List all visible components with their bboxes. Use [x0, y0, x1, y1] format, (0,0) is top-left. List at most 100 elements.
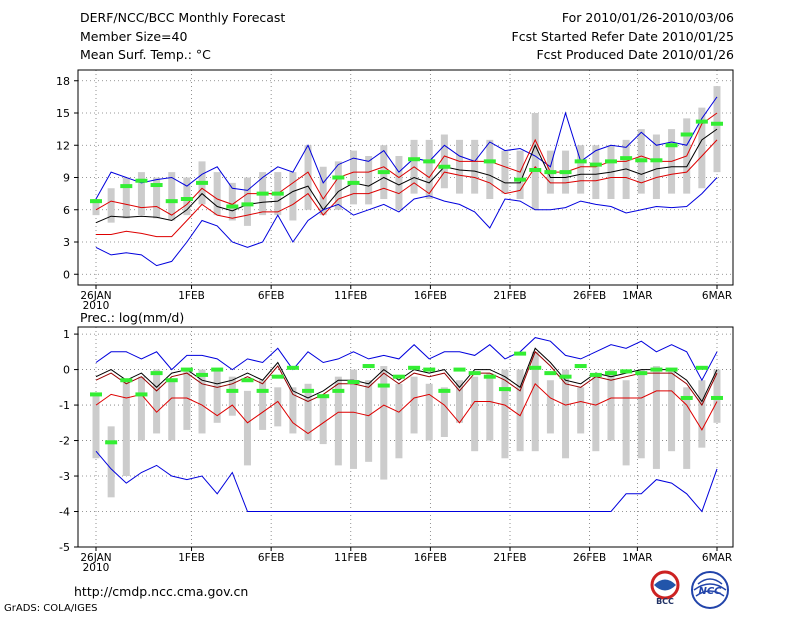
temp-range-bar	[137, 172, 145, 216]
temp-range-bar	[440, 134, 448, 189]
prec-xtick-label: 1MAR	[622, 552, 652, 564]
temp-range-bar	[107, 188, 115, 223]
prec-observed-marker	[196, 372, 209, 377]
temp-observed-marker	[620, 156, 633, 161]
chart-title: DERF/NCC/BCC Monthly Forecast	[80, 10, 286, 25]
prec-observed-marker	[165, 378, 178, 383]
prec-range-bar	[365, 380, 373, 462]
prec-observed-marker	[438, 388, 451, 393]
temp-xtick-label: 11FEB	[334, 290, 367, 302]
prec-observed-marker	[574, 364, 587, 369]
prec-range-bar	[531, 351, 539, 452]
temp-range-bar	[531, 113, 539, 210]
prec-range-bar	[562, 369, 570, 459]
temp-range-bar	[425, 139, 433, 199]
prec-xtick-label: 26JAN	[80, 552, 111, 564]
prec-observed-marker	[650, 367, 663, 372]
prec-ytick-label: 0	[63, 364, 70, 377]
temp-observed-marker	[438, 164, 451, 169]
temp-observed-marker	[90, 199, 102, 204]
temp-range-bar	[153, 177, 161, 219]
prec-range-bar	[259, 380, 267, 430]
prec-range-bar	[153, 369, 161, 434]
prec-observed-marker	[711, 395, 723, 400]
prec-observed-marker	[408, 365, 421, 370]
prec-observed-marker	[302, 388, 315, 393]
prec-observed-marker	[211, 367, 224, 372]
prec-observed-marker	[332, 388, 345, 393]
source-url[interactable]: http://cmdp.ncc.cma.gov.cn	[74, 584, 249, 599]
temp-observed-marker	[256, 191, 269, 196]
prec-frame	[77, 326, 734, 548]
temp-observed-marker	[665, 143, 678, 148]
temp-lower-line	[96, 139, 718, 238]
temp-observed-marker	[483, 159, 496, 164]
prec-range-bar	[516, 369, 524, 452]
temp-observed-marker	[680, 132, 693, 137]
temp-observed-marker	[165, 199, 178, 204]
temp-observed-marker	[635, 158, 648, 163]
temp-observed-marker	[180, 197, 193, 201]
temp-observed-marker	[711, 121, 723, 126]
temp-range-bar	[516, 150, 524, 199]
temp-observed-marker	[514, 177, 527, 182]
temp-range-bar	[698, 107, 706, 189]
temp-observed-marker	[377, 170, 390, 175]
forecast-period: For 2010/01/26-2010/03/06	[561, 10, 734, 25]
prec-range-bar	[425, 383, 433, 441]
temp-observed-marker	[150, 183, 163, 188]
prec-range-bar	[380, 366, 388, 480]
prec-xtick-label: 26FEB	[573, 552, 606, 564]
temp-observed-marker	[574, 159, 587, 164]
prec-range-bar	[456, 380, 464, 423]
prec-xtick-label: 16FEB	[414, 552, 447, 564]
prec-observed-marker	[620, 369, 633, 374]
prec-observed-marker	[180, 367, 193, 372]
prec-observed-marker	[105, 440, 118, 445]
prec-range-bar	[486, 373, 494, 441]
prec-lower-line	[95, 382, 718, 435]
prec-xtick-label: 6MAR	[702, 552, 732, 564]
forecast-produced-date: Fcst Produced Date 2010/01/26	[536, 47, 734, 62]
temp-xtick-label: 6FEB	[258, 290, 285, 302]
prec-observed-marker	[423, 367, 436, 372]
prec-range-bar	[683, 387, 691, 469]
prec-observed-marker	[271, 374, 284, 379]
prec-observed-marker	[604, 371, 617, 376]
prec-observed-marker	[680, 395, 693, 400]
prec-ytick-label: -1	[59, 399, 70, 412]
temp-observed-marker	[589, 162, 602, 167]
temp-ytick-label: 0	[63, 268, 70, 281]
temp-range-bar	[486, 139, 494, 199]
temp-range-bar	[334, 161, 342, 210]
prec-range-bar	[183, 369, 191, 430]
temp-xtick-year: 2010	[83, 300, 110, 312]
prec-observed-marker	[514, 351, 527, 356]
prec-range-bar	[304, 383, 312, 441]
prec-xtick-label: 11FEB	[334, 552, 367, 564]
prec-observed-marker	[589, 372, 602, 377]
prec-observed-marker	[241, 378, 254, 383]
temp-range-bar	[471, 139, 479, 194]
temp-ytick-label: 12	[56, 139, 70, 152]
temp-range-bar	[652, 134, 660, 199]
prec-observed-marker	[150, 371, 163, 376]
temp-range-bar	[92, 199, 100, 216]
prec-range-bar	[592, 376, 600, 452]
prec-ytick-label: 1	[63, 328, 70, 341]
prec-range-bar	[319, 394, 327, 445]
prec-range-bar	[349, 369, 357, 469]
precipitation-panel-title: Prec.: log(mm/d)	[80, 310, 185, 325]
prec-observed-marker	[559, 374, 572, 379]
temp-xtick-label: 6MAR	[702, 290, 732, 302]
prec-range-bar	[168, 380, 176, 441]
prec-observed-marker	[468, 371, 481, 376]
prec-upper-line	[95, 347, 718, 403]
temp-range-bar	[456, 139, 464, 194]
bcc-logo-swirl	[654, 579, 676, 591]
temp-ytick-label: 6	[63, 204, 70, 217]
prec-observed-marker	[665, 367, 678, 372]
prec-ytick-label: -4	[59, 506, 70, 519]
prec-ytick-label: -3	[59, 470, 70, 483]
prec-range-bar	[395, 383, 403, 459]
